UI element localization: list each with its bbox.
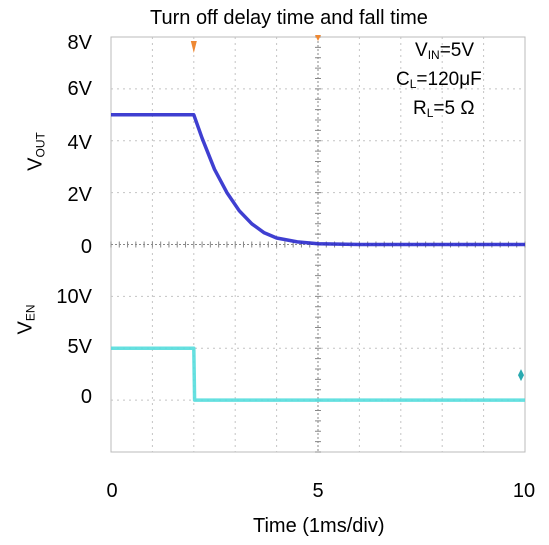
y-label-lower-main: V bbox=[14, 321, 37, 335]
rl-value: =5 Ω bbox=[433, 98, 475, 119]
annotation-vin: VIN=5V bbox=[415, 41, 474, 61]
trigger-marker-icon bbox=[190, 41, 197, 53]
rl-sub: L bbox=[426, 106, 434, 120]
vout-trace bbox=[111, 113, 525, 247]
cl-value: =120μF bbox=[416, 69, 482, 90]
annotation-cl: CL=120μF bbox=[396, 70, 482, 90]
time-reference-marker-icon bbox=[315, 35, 321, 41]
chart-title: Turn off delay time and fall time bbox=[150, 7, 428, 29]
vin-value: =5V bbox=[439, 40, 475, 61]
y-tick-upper-2: 4V bbox=[67, 132, 92, 154]
x-tick-2: 10 bbox=[512, 480, 536, 502]
y-tick-upper-4: 0 bbox=[80, 236, 92, 258]
y-tick-lower-1: 5V bbox=[67, 336, 92, 358]
vin-main: V bbox=[415, 40, 428, 61]
annotation-rl: RL=5 Ω bbox=[413, 99, 475, 119]
y-tick-lower-2: 0 bbox=[80, 386, 92, 408]
y-label-upper-main: V bbox=[24, 157, 47, 171]
ven-trace bbox=[111, 346, 525, 402]
cl-main: C bbox=[396, 69, 410, 90]
x-tick-0: 0 bbox=[106, 480, 118, 502]
cl-sub: L bbox=[409, 77, 417, 91]
y-label-upper-sub: OUT bbox=[33, 132, 48, 158]
y-tick-upper-1: 6V bbox=[67, 78, 92, 100]
vin-sub: IN bbox=[427, 48, 440, 62]
y-label-lower: VEN bbox=[15, 280, 38, 360]
y-tick-upper-3: 2V bbox=[67, 184, 92, 206]
y-label-lower-sub: EN bbox=[23, 304, 38, 322]
y-label-upper: VOUT bbox=[25, 112, 48, 192]
rl-main: R bbox=[413, 98, 427, 119]
x-axis-label: Time (1ms/div) bbox=[253, 515, 385, 537]
traces bbox=[111, 113, 525, 402]
ven-ground-marker-icon bbox=[518, 369, 524, 382]
x-tick-1: 5 bbox=[312, 480, 324, 502]
markers bbox=[190, 35, 524, 382]
y-tick-upper-0: 8V bbox=[67, 32, 92, 54]
y-tick-lower-0: 10V bbox=[56, 286, 92, 308]
